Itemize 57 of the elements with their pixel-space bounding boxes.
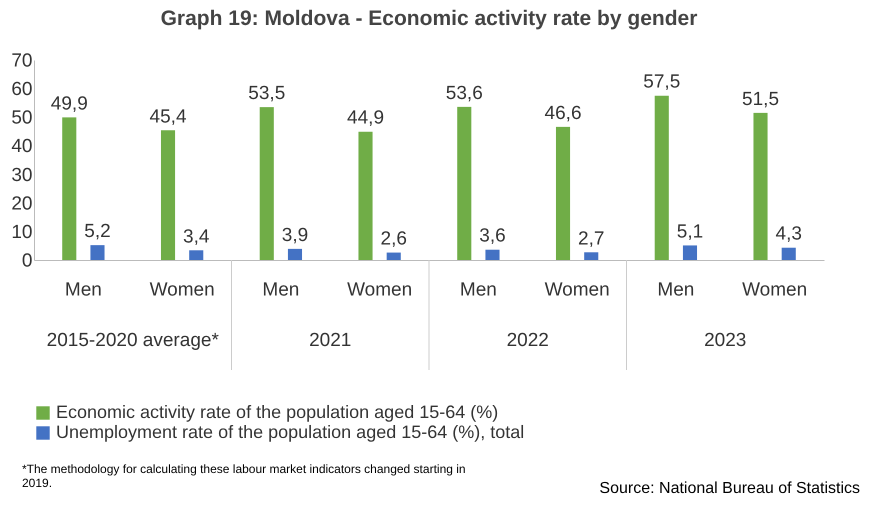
legend-label: Economic activity rate of the population aged 15-64 (%) — [56, 402, 498, 422]
bar — [288, 248, 302, 260]
x-tick-label: Men — [657, 280, 694, 300]
bar — [485, 250, 500, 260]
text: *The methodology for calculating these labour market indicators changed starting in 2019. — [22, 462, 467, 490]
data-label: 49,9 — [50, 93, 88, 114]
bar — [584, 252, 598, 260]
text: 2021 — [309, 330, 352, 351]
x-tick-label: Women — [347, 280, 412, 300]
data-label: 53,5 — [248, 83, 286, 104]
bar — [556, 126, 570, 260]
bar — [260, 107, 274, 260]
bar — [189, 250, 204, 260]
data-label: 44,9 — [347, 108, 384, 129]
data-label: 5,2 — [84, 221, 111, 242]
x-tick-label: Women — [742, 280, 808, 300]
x-tick-label: Men — [64, 280, 102, 300]
y-tick-label: 30 — [11, 164, 32, 186]
data-label: 46,6 — [544, 102, 582, 124]
bar — [358, 132, 373, 260]
y-tick-label: 0 — [22, 250, 32, 272]
data-label: 2,7 — [578, 228, 604, 250]
data-label: 3,4 — [183, 226, 210, 248]
data-label: 5,1 — [676, 221, 704, 242]
data-label: 57,5 — [643, 72, 680, 93]
bar — [62, 117, 76, 260]
chart-title: Graph 19: Moldova - Economic activity rate by gender — [160, 7, 698, 30]
text: 2023 — [704, 330, 746, 351]
y-tick-label: 70 — [11, 50, 32, 72]
source-note: Source: National Bureau of Statistics — [599, 480, 860, 498]
data-label: 45,4 — [150, 106, 187, 128]
x-tick-label: Men — [460, 280, 497, 300]
bar — [753, 112, 768, 260]
bar — [90, 245, 105, 260]
x-tick-label: Men — [262, 280, 300, 300]
x-tick-label: Women — [544, 280, 610, 300]
data-label: 51,5 — [742, 88, 780, 110]
y-tick-label: 40 — [11, 136, 32, 158]
data-label: 3,9 — [282, 224, 308, 246]
bar — [782, 248, 796, 260]
bar — [160, 130, 176, 260]
y-tick-label: 20 — [11, 193, 32, 214]
x-tick-label: Women — [150, 280, 215, 300]
data-label: 3,6 — [479, 226, 506, 247]
text: 2022 — [506, 330, 549, 351]
text: 2015-2020 average* — [46, 330, 220, 351]
legend-label: Unemployment rate of the population aged 15-64 (%), total — [56, 422, 524, 442]
data-label: 4,3 — [776, 224, 802, 245]
y-tick-label: 10 — [11, 222, 32, 243]
y-tick-label: 60 — [11, 79, 32, 100]
data-label: 2,6 — [380, 228, 407, 250]
data-label: 53,6 — [446, 82, 483, 104]
bar — [386, 252, 401, 260]
y-tick-label: 50 — [11, 108, 32, 129]
bar — [457, 106, 472, 260]
bar — [654, 96, 669, 260]
bar — [682, 245, 698, 260]
